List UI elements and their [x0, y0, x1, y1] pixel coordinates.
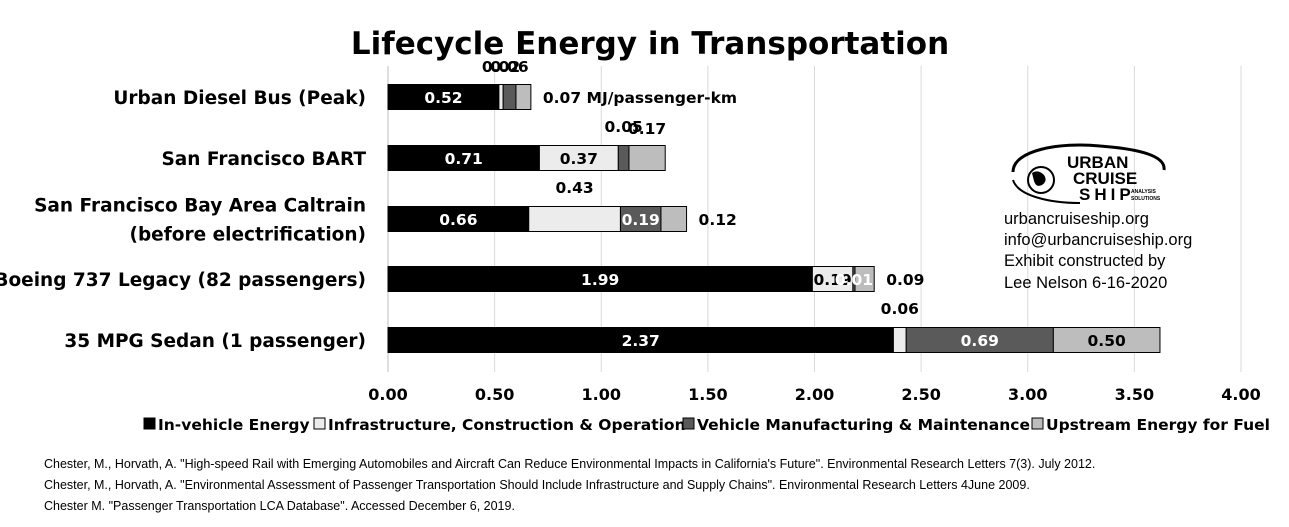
x-tick-label: 3.00 [1008, 385, 1047, 404]
data-label: 0.19 [814, 271, 852, 289]
bar-segment [1052, 327, 1161, 353]
bar-segment [854, 266, 875, 292]
source-1: Chester, M., Horvath, A. "High-speed Rai… [44, 457, 1095, 471]
x-tick-label: 1.00 [582, 385, 621, 404]
data-label: 0.01 [835, 271, 873, 289]
data-label: 0.09 [886, 271, 924, 289]
data-label: 0.05 [605, 118, 643, 136]
category-labels: Urban Diesel Bus (Peak) San Francisco BAR… [0, 88, 366, 352]
data-label: 0.12 [699, 211, 737, 229]
bar-segment [892, 327, 907, 353]
brand-author-date: Lee Nelson 6-16-2020 [1004, 274, 1167, 292]
bar-segment [811, 266, 854, 292]
category-label: Boeing 737 Legacy (82 passengers) [0, 270, 366, 291]
bar-segment [619, 206, 662, 232]
x-tick-label: 2.00 [795, 385, 834, 404]
data-label: 0.37 [560, 150, 598, 168]
data-label: 0.06 [490, 58, 528, 76]
x-tick-label: 3.50 [1115, 385, 1154, 404]
logo-word-2: CRUISE [1073, 169, 1137, 188]
data-label: 0.71 [445, 150, 483, 168]
category-label: San Francisco Bay Area Caltrain [34, 196, 366, 217]
data-label: 2.37 [622, 332, 660, 350]
data-label: 0.06 [881, 300, 919, 318]
legend-label: Infrastructure, Construction & Operation [328, 416, 686, 434]
brand-block: URBAN CRUISE SHIP ANALYSIS SOLUTIONS urb… [1004, 143, 1192, 292]
source-3: Chester M. "Passenger Transportation LCA… [44, 499, 515, 513]
logo-word-4: ANALYSIS [1131, 189, 1156, 195]
bar-segment [660, 206, 688, 232]
bar-segment [617, 145, 630, 171]
legend-label: In-vehicle Energy [158, 416, 310, 434]
x-axis: 0.00 0.50 1.00 1.50 2.00 2.50 3.00 3.50 4.00 [368, 66, 1261, 404]
logo-word-5: SOLUTIONS [1131, 196, 1161, 202]
legend-label: Upstream Energy for Fuel [1046, 416, 1270, 434]
bars [387, 84, 1161, 353]
gridlines [494, 66, 1242, 372]
x-tick-label: 1.50 [688, 385, 727, 404]
category-label: Urban Diesel Bus (Peak) [113, 88, 366, 109]
bar-segment [387, 84, 500, 110]
data-label: 0.52 [424, 89, 462, 107]
sources: Chester, M., Horvath, A. "High-speed Rai… [44, 457, 1095, 513]
bar-segment [498, 84, 504, 110]
data-label: 0.02 [482, 58, 520, 76]
bar-segment [387, 327, 894, 353]
x-tick-label: 0.50 [475, 385, 514, 404]
bar-segment [387, 206, 530, 232]
legend-swatch [143, 417, 156, 430]
category-label: (before electrification) [129, 225, 366, 246]
bar-segment [905, 327, 1054, 353]
bar-labels: 0.520.020.060.07 MJ/passenger-km0.71 0.37… [424, 58, 1126, 350]
bar-segment [502, 84, 517, 110]
x-tick-label: 2.50 [901, 385, 940, 404]
data-label: 0.19 [622, 211, 660, 229]
legend: In-vehicle Energy Infrastructure, Constru… [143, 416, 1270, 434]
data-label: 0.50 [1088, 332, 1126, 350]
data-label: 0.17 [628, 120, 666, 138]
legend-swatch [682, 417, 695, 430]
source-2: Chester, M., Horvath, A. "Environmental … [44, 478, 1030, 492]
bar-segment [387, 266, 813, 292]
category-label: San Francisco BART [161, 149, 366, 170]
data-label: 1.99 [581, 271, 619, 289]
x-tick-label: 0.00 [368, 385, 407, 404]
legend-swatch [1031, 417, 1044, 430]
bar-segment [528, 206, 621, 232]
data-label: 0.07 MJ/passenger-km [543, 89, 737, 107]
logo-word-1: URBAN [1067, 153, 1128, 172]
urban-cruise-ship-logo: URBAN CRUISE SHIP ANALYSIS SOLUTIONS [1011, 143, 1166, 204]
legend-swatch [313, 417, 326, 430]
bar-segment [515, 84, 532, 110]
data-label: 0.66 [439, 211, 477, 229]
bar-segment [387, 145, 540, 171]
chart-title: Lifecycle Energy in Transportation [351, 26, 949, 62]
legend-label: Vehicle Manufacturing & Maintenance [697, 416, 1030, 434]
bar-segment [628, 145, 666, 171]
brand-email: info@urbancruiseship.org [1004, 231, 1192, 249]
brand-credit: Exhibit constructed by [1004, 252, 1166, 270]
category-label: 35 MPG Sedan (1 passenger) [64, 331, 366, 352]
data-label: 0.43 [555, 179, 593, 197]
logo-word-3: SHIP [1079, 185, 1135, 204]
x-tick-label: 4.00 [1221, 385, 1260, 404]
data-label: 0.69 [961, 332, 999, 350]
bar-segment [538, 145, 619, 171]
brand-website: urbancruiseship.org [1004, 210, 1149, 228]
